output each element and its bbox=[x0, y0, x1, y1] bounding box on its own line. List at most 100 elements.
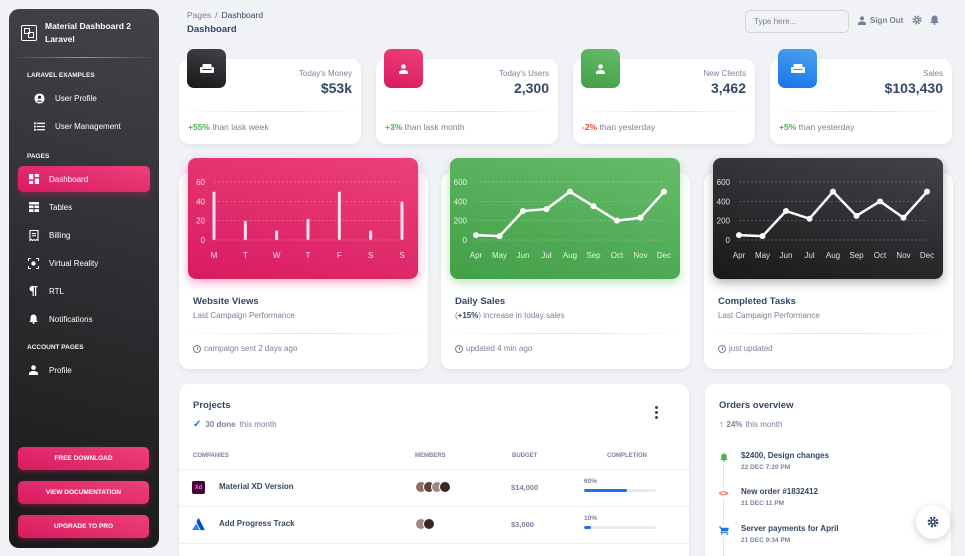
chart-subtitle-bold: +15% bbox=[457, 311, 479, 320]
x-tick-label: Jul bbox=[804, 251, 814, 260]
settings-fab-button[interactable] bbox=[916, 505, 950, 539]
bar bbox=[369, 230, 373, 240]
stat-change-text: than yesterday bbox=[599, 122, 656, 132]
th-companies: COMPANIES bbox=[193, 453, 229, 459]
search-input[interactable] bbox=[745, 10, 849, 33]
series-line bbox=[738, 190, 928, 238]
sidebar-item-profile[interactable]: Profile bbox=[18, 357, 150, 383]
divider bbox=[179, 469, 689, 470]
sidebar-item-virtual-reality[interactable]: Virtual Reality bbox=[18, 250, 150, 276]
th-members: MEMBERS bbox=[415, 453, 446, 459]
stat-change: -2% bbox=[582, 122, 598, 132]
bell-icon[interactable] bbox=[928, 14, 940, 26]
clock-icon bbox=[718, 344, 726, 353]
th-completion: COMPLETION bbox=[607, 453, 647, 459]
more-vertical-icon[interactable] bbox=[655, 406, 659, 419]
avatar[interactable] bbox=[439, 481, 451, 493]
sidebar-item-rtl[interactable]: RTL bbox=[18, 278, 150, 304]
upgrade-to-pro-button[interactable]: UPGRADE TO PRO bbox=[18, 515, 149, 538]
divider bbox=[179, 111, 361, 112]
projects-subtitle: ✓ 30 done this month bbox=[193, 419, 277, 430]
timeline-date: 21 DEC 11 PM bbox=[741, 500, 784, 507]
stat-change-text: than lask week bbox=[212, 122, 269, 132]
sidebar-item-billing[interactable]: Billing bbox=[18, 222, 150, 248]
y-tick-label: 200 bbox=[454, 217, 468, 226]
timeline-title: Server payments for April bbox=[741, 524, 839, 533]
data-point bbox=[567, 188, 573, 195]
data-point bbox=[924, 188, 930, 195]
y-tick-label: 0 bbox=[201, 236, 206, 245]
bar bbox=[306, 218, 310, 240]
y-tick-label: 20 bbox=[196, 217, 205, 226]
view-documentation-button[interactable]: VIEW DOCUMENTATION bbox=[18, 481, 149, 504]
data-point bbox=[543, 206, 550, 213]
gear-icon[interactable] bbox=[911, 14, 923, 26]
timeline-title: New order #1832412 bbox=[741, 487, 818, 496]
y-tick-label: 600 bbox=[454, 178, 468, 187]
x-tick-label: Jun bbox=[517, 251, 530, 260]
data-point bbox=[661, 188, 667, 195]
chart-title: Website Views bbox=[193, 296, 259, 307]
completed-tasks-chart-svg: 0 200 400 600 Apr May Jun Jul Aug Sep Oct Nov Dec bbox=[717, 178, 934, 260]
chart-subtitle: (+15%) increase in today sales bbox=[455, 311, 565, 320]
stat-change: +3% bbox=[385, 122, 403, 132]
sidebar-item-label: RTL bbox=[49, 286, 64, 296]
brand[interactable]: Material Dashboard 2 Laravel bbox=[9, 9, 159, 57]
stat-change-text: than yesterday bbox=[798, 122, 855, 132]
stat-footer: +5% than yesterday bbox=[779, 122, 854, 132]
table-row[interactable]: Add Progress Track $3,000 10% bbox=[179, 507, 689, 543]
projects-done-rest: this month bbox=[239, 420, 277, 429]
data-point bbox=[637, 214, 644, 221]
data-point bbox=[614, 217, 620, 224]
x-tick-label: Apr bbox=[733, 251, 746, 260]
breadcrumb-root[interactable]: Pages bbox=[187, 10, 212, 20]
stat-footer: -2% than yesterday bbox=[582, 122, 655, 132]
vr-icon bbox=[28, 257, 39, 269]
chart-subtitle: Last Campaign Performance bbox=[193, 311, 295, 320]
divider bbox=[179, 506, 689, 507]
stat-label: New Clients bbox=[703, 69, 746, 78]
daily-sales-chart-svg: 0 200 400 600 Apr May Jun Jul Aug Sep Oct Nov Dec bbox=[454, 178, 671, 260]
divider bbox=[704, 333, 953, 334]
table-row[interactable]: Xd Material XD Version $14,000 60% bbox=[179, 470, 689, 506]
sidebar-item-tables[interactable]: Tables bbox=[18, 194, 150, 220]
members-avatars bbox=[415, 481, 451, 493]
stat-footer: +3% than lask month bbox=[385, 122, 465, 132]
projects-done: 30 done bbox=[205, 420, 236, 429]
free-download-button[interactable]: FREE DOWNLOAD bbox=[18, 447, 149, 470]
table-icon bbox=[28, 202, 39, 213]
progress-bar bbox=[584, 526, 656, 529]
x-tick-label: Dec bbox=[920, 251, 934, 260]
sidebar-item-label: Notifications bbox=[49, 314, 93, 324]
stat-change: +55% bbox=[188, 122, 210, 132]
avatar[interactable] bbox=[423, 518, 435, 530]
sidebar-item-dashboard[interactable]: Dashboard bbox=[18, 166, 150, 192]
data-point bbox=[806, 215, 813, 222]
sidebar-item-label: Profile bbox=[49, 365, 72, 375]
brand-name: Material Dashboard 2 Laravel bbox=[45, 21, 131, 44]
y-tick-label: 0 bbox=[726, 236, 731, 245]
sidebar-item-notifications[interactable]: Notifications bbox=[18, 306, 150, 332]
x-tick-label: S bbox=[399, 251, 404, 260]
orders-growth-rest: this month bbox=[745, 419, 783, 429]
orders-growth: 24% bbox=[726, 419, 743, 429]
bar bbox=[243, 220, 247, 240]
sign-out-link[interactable]: Sign Out bbox=[858, 16, 903, 25]
x-tick-label: Dec bbox=[657, 251, 671, 260]
rtl-icon bbox=[28, 286, 39, 297]
orders-title: Orders overview bbox=[719, 400, 794, 411]
progress-fill bbox=[584, 489, 628, 492]
chart-card-completed-tasks: 0 200 400 600 Apr May Jun Jul Aug Sep Oct Nov Dec Co… bbox=[704, 158, 953, 369]
x-tick-label: Oct bbox=[874, 251, 887, 260]
members-avatars bbox=[415, 518, 435, 530]
stat-card-users: Today's Users 2,300 +3% than lask month bbox=[376, 49, 558, 144]
stat-footer: +55% than lask week bbox=[188, 122, 269, 132]
chart-subtitle: Last Campaign Performance bbox=[718, 311, 820, 320]
stat-label: Sales bbox=[922, 69, 943, 78]
sidebar-item-user-profile[interactable]: User Profile bbox=[18, 85, 150, 111]
page-title: Dashboard bbox=[187, 24, 237, 35]
y-tick-label: 400 bbox=[717, 197, 731, 206]
person-icon bbox=[384, 49, 423, 88]
data-point bbox=[853, 212, 860, 219]
sidebar-item-user-management[interactable]: User Management bbox=[18, 113, 150, 139]
